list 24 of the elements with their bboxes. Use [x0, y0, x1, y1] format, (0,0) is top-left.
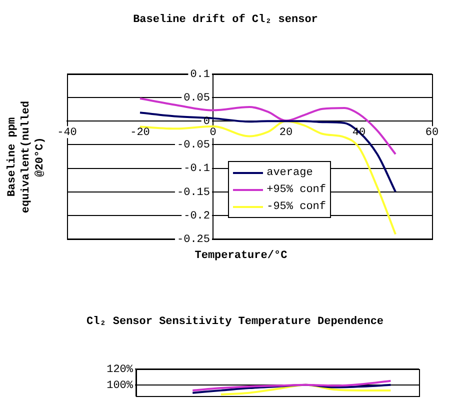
- y-tick-label: -0.25: [176, 234, 210, 246]
- y-axis-title: Baseline ppm equivalent(nulled @20°C): [5, 99, 47, 215]
- chart-title: Baseline drift of Cl₂ sensor: [132, 14, 319, 26]
- y-tick-label: -0.05: [176, 140, 210, 152]
- legend-label: +95% conf: [266, 184, 326, 196]
- legend-label: -95% conf: [266, 200, 326, 212]
- y-tick-label: 120%: [106, 364, 134, 376]
- x-axis-title: Temperature/°C: [194, 250, 288, 262]
- x-tick-label: 60: [425, 127, 439, 140]
- legend-label: average: [266, 166, 313, 178]
- y-tick-label: 0.05: [184, 92, 210, 104]
- y-tick-label: -0.2: [184, 210, 210, 222]
- x-tick-label: 20: [279, 127, 293, 140]
- chart-title: Cl₂ Sensor Sensitivity Temperature Dependence: [85, 316, 385, 328]
- line-series: [192, 384, 392, 394]
- y-tick-label: -0.15: [176, 186, 210, 199]
- line-series: [220, 384, 392, 396]
- x-tick-label: -40: [57, 127, 77, 140]
- x-tick-label: -20: [130, 127, 150, 140]
- y-tick-label: 0: [203, 116, 210, 128]
- y-tick-label: -0.1: [184, 163, 210, 176]
- y-tick-label: 0.1: [190, 68, 210, 81]
- y-tick-label: 100%: [106, 380, 134, 392]
- line-series: [192, 380, 392, 392]
